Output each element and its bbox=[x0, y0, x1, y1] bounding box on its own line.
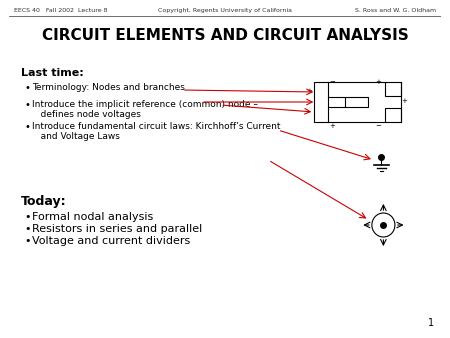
Text: •: • bbox=[24, 83, 30, 93]
Text: 1: 1 bbox=[428, 318, 434, 328]
Bar bbox=[314, 82, 328, 122]
Text: •: • bbox=[24, 100, 30, 110]
Text: •: • bbox=[24, 212, 31, 222]
Bar bbox=[385, 82, 400, 96]
Text: +: + bbox=[330, 123, 336, 129]
Text: Terminology: Nodes and branches: Terminology: Nodes and branches bbox=[32, 83, 185, 92]
Text: Voltage and current dividers: Voltage and current dividers bbox=[32, 236, 190, 246]
Text: Copyright, Regents University of California: Copyright, Regents University of Califor… bbox=[158, 8, 292, 13]
Circle shape bbox=[372, 213, 395, 237]
Text: EECS 40   Fall 2002  Lecture 8: EECS 40 Fall 2002 Lecture 8 bbox=[14, 8, 107, 13]
Text: Formal nodal analysis: Formal nodal analysis bbox=[32, 212, 153, 222]
Bar bbox=[345, 97, 368, 107]
Text: +: + bbox=[376, 79, 382, 85]
Text: •: • bbox=[24, 224, 31, 234]
Text: S. Ross and W. G. Oldham: S. Ross and W. G. Oldham bbox=[355, 8, 436, 13]
Text: Last time:: Last time: bbox=[21, 68, 83, 78]
Text: −: − bbox=[376, 123, 382, 129]
Text: Introduce the implicit reference (common) node –
   defines node voltages: Introduce the implicit reference (common… bbox=[32, 100, 258, 119]
Text: •: • bbox=[24, 122, 30, 132]
Text: CIRCUIT ELEMENTS AND CIRCUIT ANALYSIS: CIRCUIT ELEMENTS AND CIRCUIT ANALYSIS bbox=[41, 28, 409, 43]
Text: •: • bbox=[24, 236, 31, 246]
Text: −: − bbox=[330, 79, 336, 85]
Bar bbox=[385, 108, 400, 122]
Text: Resistors in series and parallel: Resistors in series and parallel bbox=[32, 224, 202, 234]
Text: +: + bbox=[306, 88, 312, 94]
Text: Introduce fundamental circuit laws: Kirchhoff’s Current
   and Voltage Laws: Introduce fundamental circuit laws: Kirc… bbox=[32, 122, 280, 141]
Text: +: + bbox=[402, 98, 408, 104]
Text: Today:: Today: bbox=[21, 195, 66, 208]
